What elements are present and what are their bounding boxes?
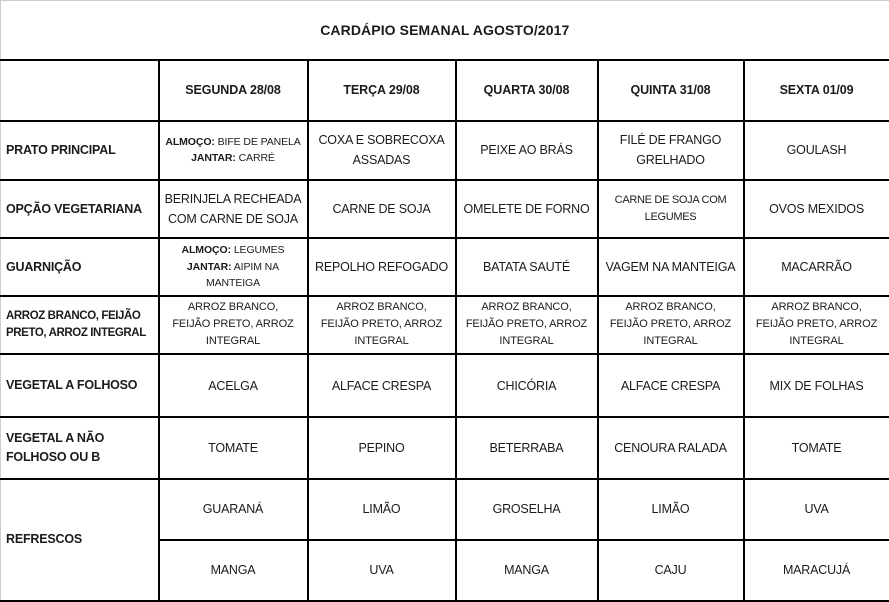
day-header-segunda: SEGUNDA 28/08 [157,58,309,122]
category-label-vegetal-folhoso: VEGETAL A FOLHOSO [0,353,160,419]
menu-cell: REPOLHO REFOGADO [306,237,457,297]
corner-cell [0,58,160,122]
menu-cell: OMELETE DE FORNO [454,179,599,240]
menu-cell: COXA E SOBRECOXA ASSADAS [306,119,457,182]
almoco-label: ALMOÇO: [165,135,215,148]
jantar-value: CARRÉ [238,152,275,165]
row-opcao-vegetariana: OPÇÃO VEGETARIANA BERINJELA RECHEADA COM… [0,179,889,240]
menu-cell: TOMATE [157,416,309,480]
menu-cell-dual: ALMOÇO: LEGUMES JANTAR: AIPIM NA MANTEIGA [157,237,309,297]
day-header-quinta: QUINTA 31/08 [596,58,745,122]
menu-cell: CENOURA RALADA [596,416,745,480]
day-header-sexta: SEXTA 01/09 [742,58,889,122]
menu-cell: CARNE DE SOJA COM LEGUMES [596,179,745,240]
jantar-value: AIPIM NA MANTEIGA [205,260,280,290]
title-row: CARDÁPIO SEMANAL AGOSTO/2017 [0,0,889,61]
day-header-terca: TERÇA 29/08 [306,58,457,122]
almoco-label: ALMOÇO: [181,243,232,256]
category-label-arroz-feijao: ARROZ BRANCO, FEIJÃO PRETO, ARROZ INTEGR… [0,294,160,356]
almoco-value: BIFE DE PANELA [217,135,301,148]
menu-cell: MANGA [454,538,599,602]
menu-cell: ACELGA [157,353,309,419]
row-refrescos-2: MANGA UVA MANGA CAJU MARACUJÁ [1,538,889,602]
day-header-row: SEGUNDA 28/08 TERÇA 29/08 QUARTA 30/08 Q… [0,58,889,122]
menu-cell: GUARANÁ [157,477,309,541]
menu-cell: ARROZ BRANCO, FEIJÃO PRETO, ARROZ INTEGR… [596,294,745,356]
menu-cell: BATATA SAUTÉ [454,237,599,297]
menu-cell: PEIXE AO BRÁS [454,119,599,182]
menu-cell: MARACUJÁ [742,538,889,602]
menu-cell: MACARRÃO [742,237,889,297]
menu-cell: CHICÓRIA [454,353,599,419]
menu-cell: ARROZ BRANCO, FEIJÃO PRETO, ARROZ INTEGR… [306,294,457,356]
menu-cell-dual: ALMOÇO: BIFE DE PANELA JANTAR: CARRÉ [157,119,309,182]
menu-cell: PEPINO [306,416,457,480]
menu-cell: MANGA [158,538,309,602]
row-refrescos-1: REFRESCOS GUARANÁ LIMÃO GROSELHA LIMÃO U… [0,477,889,602]
page-title: CARDÁPIO SEMANAL AGOSTO/2017 [0,0,889,61]
menu-cell: ARROZ BRANCO, FEIJÃO PRETO, ARROZ INTEGR… [742,294,889,356]
menu-cell: UVA [306,538,457,602]
almoco-value: LEGUMES [233,243,285,256]
row-prato-principal: PRATO PRINCIPAL ALMOÇO: BIFE DE PANELA JA… [0,119,889,182]
menu-cell: FILÉ DE FRANGO GRELHADO [596,119,745,182]
menu-cell: ARROZ BRANCO, FEIJÃO PRETO, ARROZ INTEGR… [454,294,599,356]
jantar-label: JANTAR: [186,260,232,273]
menu-cell: ALFACE CRESPA [306,353,457,419]
menu-cell: GOULASH [742,119,889,182]
menu-cell: CAJU [596,538,745,602]
day-header-quarta: QUARTA 30/08 [454,58,599,122]
menu-cell: VAGEM NA MANTEIGA [596,237,745,297]
menu-cell: ALFACE CRESPA [596,353,745,419]
row-vegetal-nao-folhoso: VEGETAL A NÃO FOLHOSO OU B TOMATE PEPINO… [0,416,889,480]
menu-cell: MIX DE FOLHAS [742,353,889,419]
menu-cell: GROSELHA [454,477,599,541]
row-guarnicao: GUARNIÇÃO ALMOÇO: LEGUMES JANTAR: AIPIM N… [0,237,889,297]
category-label-refrescos: REFRESCOS [0,477,160,602]
category-label-prato-principal: PRATO PRINCIPAL [0,119,160,182]
category-label-guarnicao: GUARNIÇÃO [0,237,160,297]
menu-cell: CARNE DE SOJA [306,179,457,240]
row-arroz-feijao: ARROZ BRANCO, FEIJÃO PRETO, ARROZ INTEGR… [0,294,889,356]
row-vegetal-folhoso: VEGETAL A FOLHOSO ACELGA ALFACE CRESPA C… [0,353,889,419]
menu-cell: TOMATE [742,416,889,480]
menu-cell: LIMÃO [306,477,457,541]
menu-cell: UVA [742,477,889,541]
menu-cell: ARROZ BRANCO, FEIJÃO PRETO, ARROZ INTEGR… [157,294,309,356]
category-label-opcao-vegetariana: OPÇÃO VEGETARIANA [0,179,160,240]
category-label-vegetal-nao-folhoso: VEGETAL A NÃO FOLHOSO OU B [0,416,160,480]
menu-cell: OVOS MEXIDOS [742,179,889,240]
menu-cell: LIMÃO [596,477,745,541]
menu-cell: BETERRABA [454,416,599,480]
jantar-label: JANTAR: [191,152,236,165]
menu-cell: BERINJELA RECHEADA COM CARNE DE SOJA [157,179,309,240]
